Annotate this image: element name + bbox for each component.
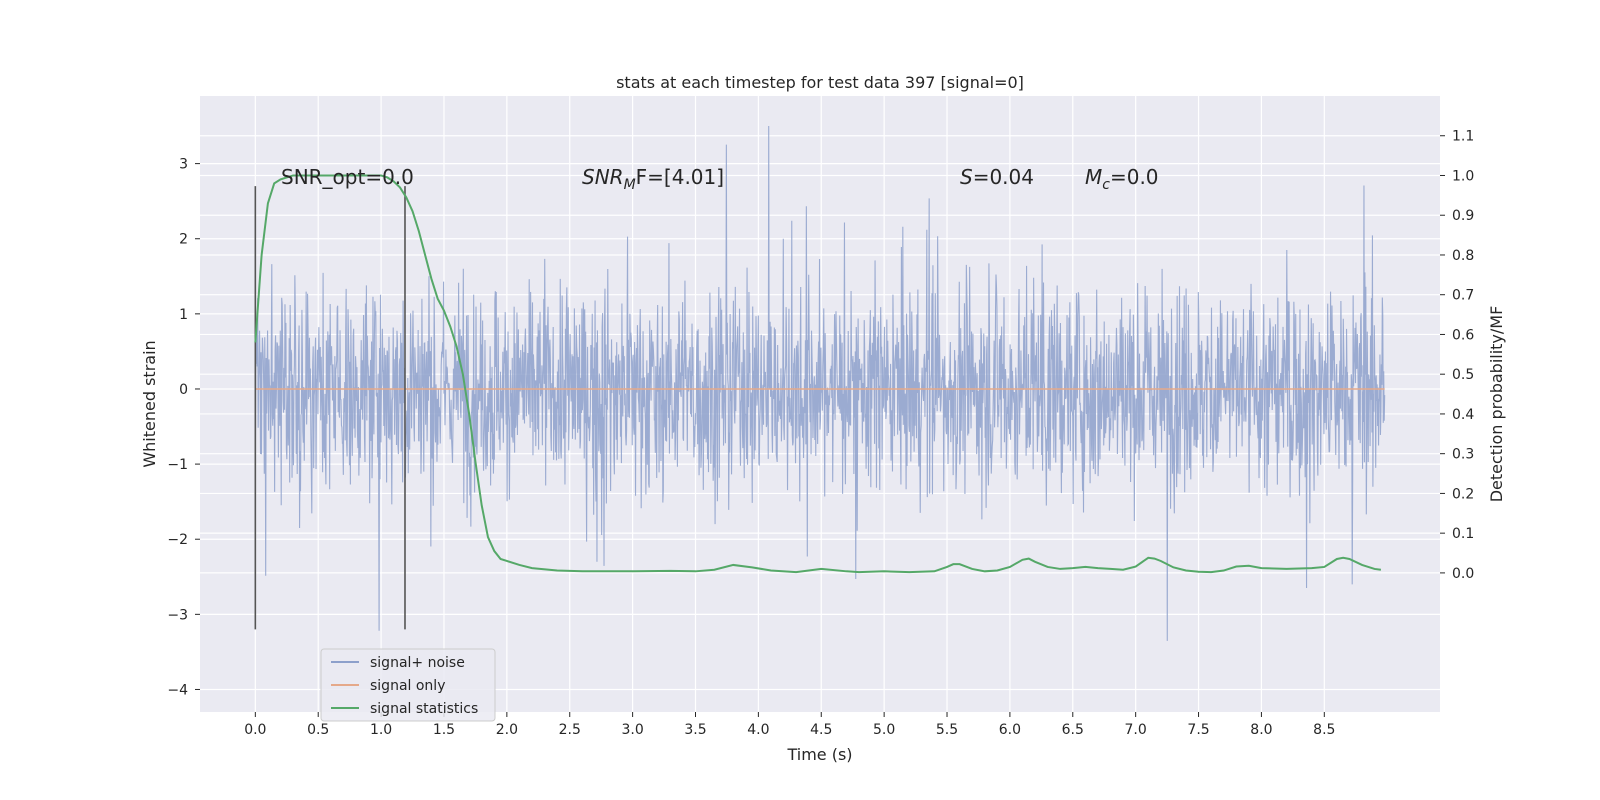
signal-statistics-series xyxy=(254,174,1382,574)
annotation-s-value: S=0.04 xyxy=(960,165,1034,189)
x-tick-label: 3.5 xyxy=(684,722,706,738)
y-tick-label: −3 xyxy=(167,607,188,623)
x-tick-label: 3.0 xyxy=(621,722,643,738)
right-y-tick-label: 0.8 xyxy=(1452,248,1474,264)
annotation-s-symbol: S xyxy=(960,165,973,189)
x-ticks: 0.0 0.5 1.0 1.5 2.0 2.5 3.0 3.5 4.0 4.5 5.0 5.5 6.0 6… xyxy=(244,712,1335,738)
annotation-snr-mf-sub: M xyxy=(624,177,636,193)
right-y-tick-label: 0.0 xyxy=(1452,566,1474,582)
annotation-mc-value: Mc=0.0 xyxy=(1085,165,1159,193)
x-tick-label: 5.5 xyxy=(936,722,958,738)
y-tick-label: 3 xyxy=(179,157,188,173)
annotation-mc-sub: c xyxy=(1102,177,1110,193)
legend-label-statistics: signal statistics xyxy=(370,701,478,717)
y-tick-label: −4 xyxy=(167,682,188,698)
right-y-tick-label: 0.7 xyxy=(1452,288,1474,304)
y-tick-label: −1 xyxy=(167,457,188,473)
x-tick-label: 8.5 xyxy=(1313,722,1335,738)
annotation-snr-mf: SNRMF=[4.01] xyxy=(582,165,724,193)
legend-label-noise: signal+ noise xyxy=(370,655,465,671)
right-y-tick-label: 0.2 xyxy=(1452,486,1474,502)
y-tick-label: 1 xyxy=(179,307,188,323)
x-tick-label: 4.0 xyxy=(747,722,769,738)
annotation-snr-mf-base: SNR xyxy=(582,165,624,189)
x-tick-label: 0.0 xyxy=(244,722,266,738)
y-axis-label: Whitened strain xyxy=(140,340,159,467)
x-tick-label: 6.0 xyxy=(999,722,1021,738)
y-tick-label: −2 xyxy=(167,532,188,548)
y-tick-label: 2 xyxy=(179,232,188,248)
x-axis-label: Time (s) xyxy=(786,745,852,764)
x-tick-label: 2.0 xyxy=(496,722,518,738)
x-tick-label: 1.5 xyxy=(433,722,455,738)
legend-box xyxy=(320,648,496,722)
x-tick-label: 5.0 xyxy=(873,722,895,738)
x-tick-label: 7.0 xyxy=(1125,722,1147,738)
annotation-mc-rest: =0.0 xyxy=(1110,165,1159,189)
x-tick-label: 1.0 xyxy=(370,722,392,738)
right-y-tick-label: 0.9 xyxy=(1452,208,1474,224)
x-tick-label: 8.0 xyxy=(1250,722,1272,738)
x-tick-label: 2.5 xyxy=(559,722,581,738)
legend: signal+ noise signal only signal statist… xyxy=(320,648,496,722)
signal-statistics-line xyxy=(254,174,1382,574)
signal-noise-line xyxy=(254,126,1386,641)
right-y-ticks: 1.1 1.0 0.9 0.8 0.7 0.6 0.5 0.4 0.3 0.2 0.1 0.0 xyxy=(1440,129,1474,582)
x-tick-label: 6.5 xyxy=(1062,722,1084,738)
x-tick-label: 7.5 xyxy=(1187,722,1209,738)
right-y-tick-label: 0.3 xyxy=(1452,447,1474,463)
vertical-markers xyxy=(254,186,406,630)
annotation-snr-mf-rest: F=[4.01] xyxy=(636,165,724,189)
right-y-tick-label: 0.1 xyxy=(1452,526,1474,542)
chart-title: stats at each timestep for test data 397… xyxy=(616,73,1024,92)
signal-noise-series xyxy=(254,126,1386,641)
x-tick-label: 0.5 xyxy=(307,722,329,738)
right-y-axis-label: Detection probability/MF xyxy=(1487,306,1506,503)
y-tick-label: 0 xyxy=(179,382,188,398)
annotation-mc-symbol: M xyxy=(1085,165,1102,189)
legend-label-signal: signal only xyxy=(370,678,445,694)
right-y-tick-label: 0.6 xyxy=(1452,327,1474,343)
left-y-ticks: 3 2 1 0 −1 −2 −3 −4 xyxy=(167,157,200,698)
right-y-tick-label: 0.5 xyxy=(1452,367,1474,383)
annotation-snr-opt: SNR_opt=0.0 xyxy=(281,165,414,189)
x-tick-label: 4.5 xyxy=(810,722,832,738)
right-y-tick-label: 1.1 xyxy=(1452,129,1474,145)
right-y-tick-label: 0.4 xyxy=(1452,407,1474,423)
right-y-tick-label: 1.0 xyxy=(1452,168,1474,184)
annotation-s-rest: =0.04 xyxy=(973,165,1034,189)
